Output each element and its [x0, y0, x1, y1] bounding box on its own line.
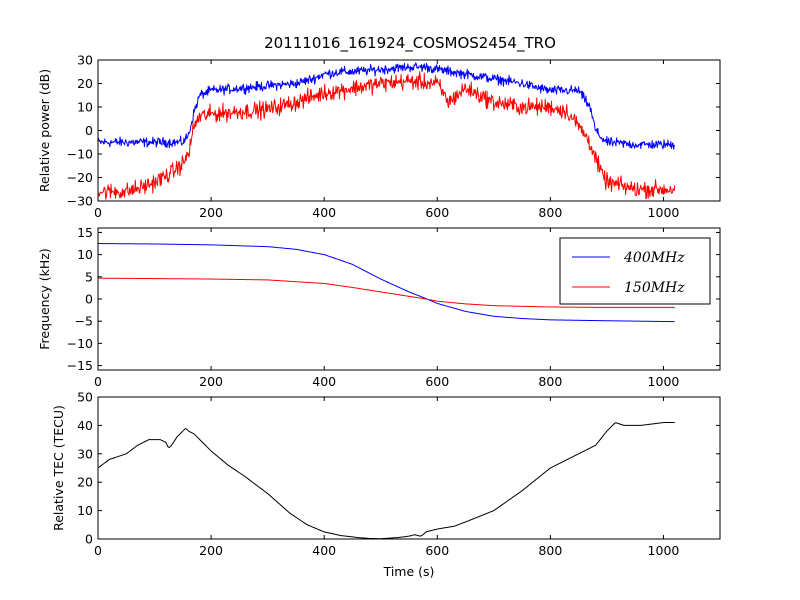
x-tick-label: 400: [312, 205, 336, 220]
x-tick-label: 400: [312, 543, 336, 558]
y-axis-label: Relative TEC (TECU): [51, 405, 66, 531]
legend: 400MHz 150MHz: [559, 237, 711, 305]
series-line-2: [98, 71, 676, 200]
y-tick-label: 0: [85, 292, 93, 307]
y-tick-label: 30: [77, 446, 93, 461]
y-tick-label: −5: [75, 314, 93, 329]
y-axis-label: Frequency (kHz): [37, 248, 52, 350]
subplot-1: 0 200 400 600 800 1000 −30 −20 −10 0 10 20 30 Relativ…: [37, 53, 721, 220]
y-tick-label: 10: [77, 247, 93, 262]
x-axis-label: Time (s): [383, 564, 435, 579]
figure-title: 20111016_161924_COSMOS2454_TRO: [264, 34, 556, 53]
y-tick-label: 20: [77, 475, 93, 490]
y-tick-label: −20: [67, 170, 93, 185]
subplots: 0 200 400 600 800 1000−30−20−100102030Relativ…: [37, 53, 721, 579]
x-tick-label: 0: [94, 374, 102, 389]
y-tick-label: 15: [77, 225, 93, 240]
x-tick-label: 0: [94, 205, 102, 220]
x-tick-label: 800: [538, 543, 562, 558]
subplot-3: 0 200 400 600 800 1000 0 10 20 30 40 50 Relative TEC…: [51, 390, 721, 579]
y-tick-label: 20: [77, 76, 93, 91]
x-tick-label: 600: [425, 543, 449, 558]
series-line-1: [98, 243, 675, 323]
x-tick-label: 600: [425, 374, 449, 389]
legend-box: [559, 237, 711, 305]
legend-label-1: 400MHz: [623, 250, 685, 266]
x-tick-label: 0: [94, 543, 102, 558]
x-tick-label: 200: [199, 543, 223, 558]
subplot-2: 0 200 400 600 800 1000 −15 −10 −5 0 5 10 15 Frequency…: [37, 225, 721, 389]
y-tick-label: 5: [85, 269, 93, 284]
y-tick-label: −10: [67, 147, 93, 162]
x-tick-label: 800: [538, 205, 562, 220]
y-tick-label: 0: [85, 123, 93, 138]
y-tick-label: 10: [77, 100, 93, 115]
x-tick-label: 600: [425, 205, 449, 220]
series-line-1: [98, 62, 676, 150]
y-tick-label: 40: [77, 418, 93, 433]
series-line-2: [98, 277, 675, 308]
legend-label-2: 150MHz: [624, 280, 685, 296]
x-tick-label: 400: [312, 374, 336, 389]
series-group: [98, 62, 676, 200]
x-tick-label: 200: [199, 205, 223, 220]
series-line-1: [98, 422, 675, 539]
x-tick-label: 1000: [648, 543, 680, 558]
axes-frame: [97, 396, 721, 540]
x-tick-label: 1000: [648, 374, 680, 389]
y-axis-label: Relative power (dB): [37, 69, 52, 192]
x-tick-label: 200: [199, 374, 223, 389]
y-tick-label: 0: [85, 532, 93, 547]
y-tick-label: −15: [67, 358, 93, 373]
y-tick-label: −10: [67, 336, 93, 351]
y-tick-label: 30: [77, 53, 93, 68]
y-tick-label: 50: [77, 390, 93, 405]
series-group: [98, 422, 675, 539]
x-tick-label: 1000: [648, 205, 680, 220]
series-group: [98, 243, 675, 323]
x-tick-label: 800: [538, 374, 562, 389]
y-tick-label: −30: [67, 194, 93, 209]
y-tick-label: 10: [77, 503, 93, 518]
